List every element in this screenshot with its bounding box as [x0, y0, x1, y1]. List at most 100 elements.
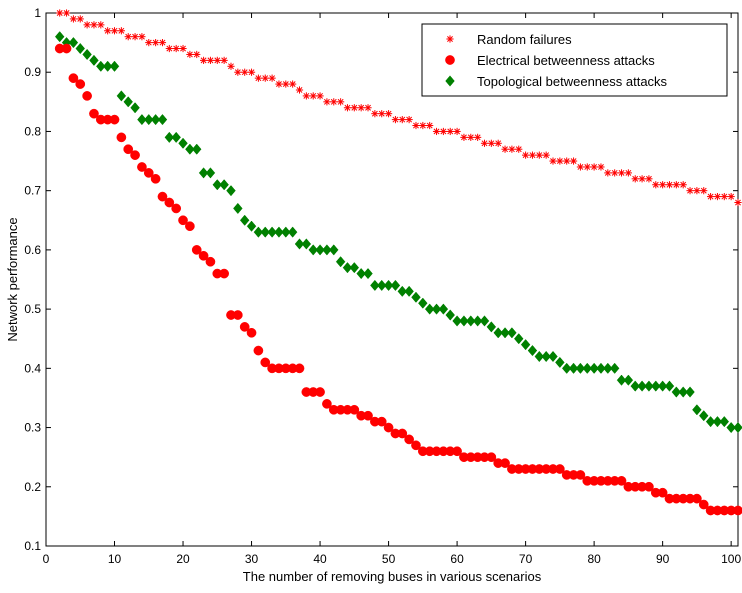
data-point-topological-betweenness-attacks: [246, 220, 257, 232]
data-point-topological-betweenness-attacks: [459, 315, 469, 327]
data-point-electrical-betweenness-attacks: [397, 428, 408, 439]
data-point-random-failures: [117, 27, 125, 35]
x-tick-label: 30: [245, 552, 259, 566]
data-point-random-failures: [261, 74, 269, 82]
data-point-topological-betweenness-attacks: [191, 143, 202, 155]
data-point-electrical-betweenness-attacks: [143, 168, 154, 178]
data-point-topological-betweenness-attacks: [651, 380, 661, 392]
data-point-electrical-betweenness-attacks: [137, 162, 147, 172]
data-point-random-failures: [645, 175, 653, 183]
data-point-topological-betweenness-attacks: [239, 214, 250, 226]
data-point-topological-betweenness-attacks: [568, 362, 579, 374]
data-point-electrical-betweenness-attacks: [376, 416, 387, 427]
data-point-electrical-betweenness-attacks: [555, 464, 565, 474]
data-point-random-failures: [371, 110, 379, 118]
data-point-random-failures: [227, 62, 235, 70]
data-point-random-failures: [206, 56, 215, 64]
data-point-topological-betweenness-attacks: [212, 179, 223, 191]
data-point-electrical-betweenness-attacks: [75, 79, 86, 89]
data-point-topological-betweenness-attacks: [527, 344, 538, 357]
y-tick-label: 0.3: [24, 421, 41, 435]
series-layer: [54, 9, 742, 516]
data-point-topological-betweenness-attacks: [75, 42, 86, 55]
x-tick-label: 100: [721, 552, 741, 566]
y-tick-label: 0.4: [24, 361, 41, 375]
data-point-topological-betweenness-attacks: [705, 416, 716, 428]
data-point-random-failures: [501, 145, 509, 153]
data-point-random-failures: [700, 187, 708, 195]
data-point-random-failures: [611, 169, 619, 177]
data-point-random-failures: [693, 187, 701, 195]
data-point-electrical-betweenness-attacks: [109, 114, 120, 125]
data-point-electrical-betweenness-attacks: [253, 345, 264, 356]
data-point-topological-betweenness-attacks: [438, 303, 449, 315]
data-point-random-failures: [213, 56, 221, 64]
legend-marker-topological-betweenness-attacks: [445, 75, 455, 87]
legend-marker-electrical-betweenness-attacks: [445, 55, 455, 65]
data-point-topological-betweenness-attacks: [692, 404, 702, 416]
data-point-random-failures: [405, 116, 413, 124]
data-point-topological-betweenness-attacks: [171, 131, 181, 143]
data-point-topological-betweenness-attacks: [726, 421, 736, 434]
data-point-topological-betweenness-attacks: [376, 279, 387, 292]
data-point-random-failures: [480, 139, 489, 147]
x-tick-label: 40: [313, 552, 327, 566]
data-point-electrical-betweenness-attacks: [164, 197, 175, 208]
data-point-random-failures: [446, 127, 454, 136]
data-point-topological-betweenness-attacks: [363, 267, 373, 280]
x-tick-label: 80: [587, 552, 601, 566]
data-point-electrical-betweenness-attacks: [171, 203, 182, 214]
data-point-random-failures: [617, 169, 626, 177]
y-tick-label: 0.1: [24, 539, 41, 553]
data-point-electrical-betweenness-attacks: [150, 173, 161, 184]
plot-area-frame: [45, 12, 739, 547]
data-point-electrical-betweenness-attacks: [205, 256, 216, 267]
data-point-topological-betweenness-attacks: [609, 362, 620, 374]
data-point-topological-betweenness-attacks: [404, 285, 414, 297]
data-point-topological-betweenness-attacks: [541, 350, 551, 363]
y-tick-label: 0.8: [24, 124, 41, 138]
data-point-electrical-betweenness-attacks: [486, 452, 497, 463]
legend-label-random-failures: Random failures: [477, 32, 572, 47]
data-point-topological-betweenness-attacks: [68, 37, 79, 49]
data-point-random-failures: [165, 44, 173, 53]
x-axis-label: The number of removing buses in various …: [243, 569, 542, 584]
data-point-topological-betweenness-attacks: [719, 416, 730, 428]
data-point-topological-betweenness-attacks: [445, 309, 455, 321]
data-point-random-failures: [426, 121, 434, 130]
data-point-topological-betweenness-attacks: [534, 350, 545, 363]
data-point-electrical-betweenness-attacks: [452, 446, 462, 457]
data-point-electrical-betweenness-attacks: [692, 493, 702, 504]
data-point-electrical-betweenness-attacks: [644, 481, 654, 492]
data-point-random-failures: [302, 92, 310, 100]
data-point-electrical-betweenness-attacks: [123, 144, 134, 155]
data-point-topological-betweenness-attacks: [493, 327, 503, 339]
data-point-random-failures: [713, 192, 722, 201]
data-point-topological-betweenness-attacks: [123, 96, 133, 108]
data-point-topological-betweenness-attacks: [596, 362, 606, 374]
legend-box: [421, 23, 728, 97]
x-tick-label: 60: [450, 552, 464, 566]
data-point-electrical-betweenness-attacks: [349, 404, 360, 415]
data-point-topological-betweenness-attacks: [548, 350, 558, 363]
data-point-topological-betweenness-attacks: [514, 333, 524, 345]
data-point-random-failures: [528, 151, 537, 159]
data-point-electrical-betweenness-attacks: [61, 43, 72, 54]
x-tick-label: 0: [43, 552, 50, 566]
data-point-topological-betweenness-attacks: [349, 262, 360, 274]
data-point-random-failures: [604, 169, 612, 177]
data-point-random-failures: [508, 145, 516, 153]
data-point-random-failures: [384, 110, 393, 118]
data-point-random-failures: [172, 44, 180, 53]
data-point-topological-betweenness-attacks: [637, 380, 647, 392]
data-point-random-failures: [357, 104, 365, 112]
data-point-topological-betweenness-attacks: [671, 386, 682, 398]
data-point-topological-betweenness-attacks: [589, 362, 599, 374]
data-point-random-failures: [597, 163, 605, 171]
data-point-topological-betweenness-attacks: [226, 185, 236, 197]
data-point-topological-betweenness-attacks: [329, 244, 339, 256]
data-point-topological-betweenness-attacks: [431, 303, 442, 315]
data-point-electrical-betweenness-attacks: [404, 434, 414, 445]
data-point-topological-betweenness-attacks: [582, 362, 593, 374]
data-point-random-failures: [535, 151, 543, 159]
